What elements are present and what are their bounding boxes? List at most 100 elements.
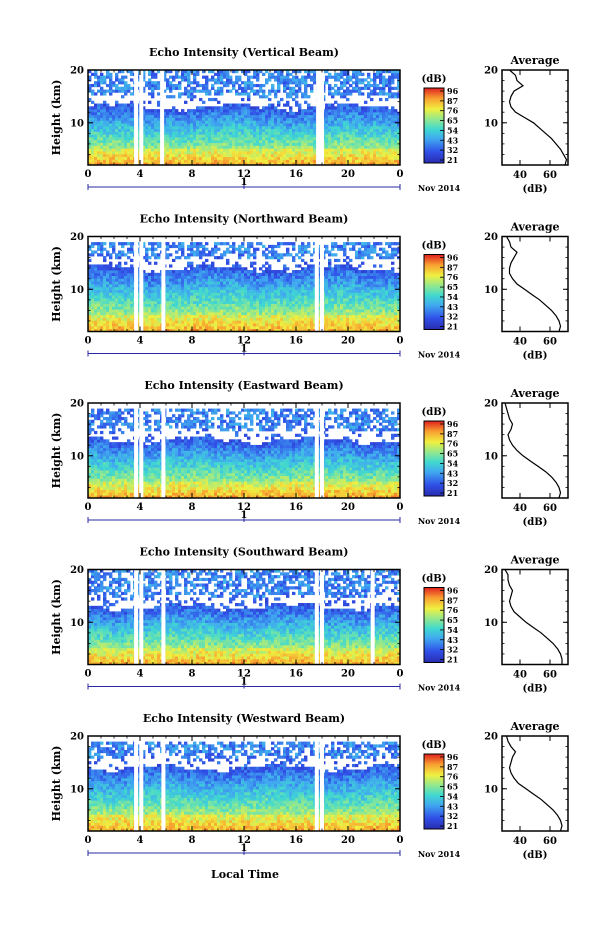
x-tick-label: 0 (85, 669, 92, 680)
x-tick-label: 12 (237, 502, 251, 513)
chart-panel-4: Echo Intensity (Southward Beam) Height (k… (50, 546, 569, 695)
data-gap (134, 569, 139, 665)
average-profile-panel: Average 40 60 20 10 (dB) (484, 554, 569, 695)
date-tick-label: 1 (241, 177, 248, 188)
data-gap (320, 569, 324, 665)
heatmap-cells (88, 403, 401, 499)
profile-y-tick-label: 10 (484, 784, 498, 795)
chart-title: Echo Intensity (Vertical Beam) (149, 46, 339, 59)
colorbar-tick-label: 87 (447, 762, 458, 772)
data-gap (134, 236, 139, 332)
profile-x-tick-label: 40 (513, 836, 527, 847)
profile-frame (501, 235, 569, 333)
data-gap (161, 403, 166, 498)
y-tick-label: 10 (70, 618, 84, 629)
colorbar-tick-label: 96 (447, 586, 459, 596)
heatmap-cells (88, 70, 401, 166)
x-tick-label: 20 (341, 669, 355, 680)
data-gap (139, 70, 144, 165)
x-tick-label: 20 (341, 169, 355, 180)
date-label: Nov 2014 (418, 350, 461, 360)
data-gap (314, 403, 319, 498)
profile-title: Average (509, 387, 559, 400)
y-tick-label: 20 (70, 732, 84, 743)
data-gap (161, 736, 166, 831)
profile-title: Average (509, 554, 559, 567)
colorbar-tick-label: 96 (447, 253, 459, 263)
x-tick-label: 20 (341, 502, 355, 513)
profile-line (504, 402, 562, 499)
heatmap-cells (88, 736, 401, 832)
colorbar-tick-label: 43 (447, 302, 459, 312)
profile-y-tick-label: 10 (484, 285, 498, 296)
y-axis-label: Height (km) (50, 746, 63, 822)
colorbar-tick-label: 21 (447, 655, 458, 665)
colorbar-tick-label: 54 (447, 125, 459, 135)
x-tick-label: 0 (397, 835, 404, 846)
data-gap (134, 70, 139, 165)
colorbar (423, 753, 445, 830)
profile-x-tick-label: 40 (513, 337, 527, 348)
colorbar-tick-label: 87 (447, 96, 458, 106)
x-tick-label: 0 (397, 669, 404, 680)
y-tick-label: 10 (70, 118, 84, 129)
x-tick-label: 16 (289, 835, 303, 846)
colorbar-tick-label: 32 (447, 811, 458, 821)
profile-y-tick-label: 20 (484, 565, 498, 576)
profile-y-tick-label: 10 (484, 451, 498, 462)
colorbar-tick-label: 21 (447, 155, 458, 165)
profile-frame (501, 568, 569, 666)
x-axis-label: Local Time (211, 868, 279, 881)
y-tick-label: 10 (70, 451, 84, 462)
data-gap (314, 569, 319, 665)
colorbar-unit: (dB) (422, 74, 447, 85)
data-gap (160, 70, 165, 165)
profile-x-tick-label: 40 (513, 170, 527, 181)
average-profile-panel: Average 40 60 20 10 (dB) (484, 720, 569, 861)
data-gap (314, 236, 319, 332)
colorbar-tick-label: 32 (447, 312, 458, 322)
x-tick-label: 12 (237, 669, 251, 680)
colorbar-unit: (dB) (422, 740, 447, 751)
colorbar-tick-label: 32 (447, 145, 458, 155)
x-tick-label: 0 (397, 502, 404, 513)
x-tick-label: 0 (85, 502, 92, 513)
x-tick-label: 0 (85, 835, 92, 846)
data-gap (316, 70, 321, 165)
x-tick-label: 4 (137, 336, 144, 347)
colorbar-tick-label: 87 (447, 262, 458, 272)
data-gap (139, 569, 144, 665)
colorbar-tick-label: 32 (447, 478, 458, 488)
colorbar (423, 587, 445, 663)
heatmap-cells (88, 569, 401, 665)
average-profile-panel: Average 40 60 20 10 (dB) (484, 54, 569, 195)
colorbar-tick-label: 54 (447, 625, 459, 635)
heatmap-cells (88, 236, 401, 332)
colorbar-tick-label: 43 (447, 635, 459, 645)
colorbar-tick-label: 65 (447, 116, 458, 126)
x-tick-label: 0 (397, 336, 404, 347)
colorbar (423, 254, 445, 330)
profile-x-axis-label: (dB) (523, 684, 548, 695)
colorbar (423, 420, 445, 497)
x-tick-label: 0 (85, 169, 92, 180)
colorbar-tick-label: 65 (447, 449, 458, 459)
x-tick-label: 16 (289, 336, 303, 347)
profile-title: Average (509, 221, 559, 234)
chart-panel-3: Echo Intensity (Eastward Beam) Height (km… (50, 379, 569, 528)
chart-panel-5: Echo Intensity (Westward Beam) Height (km… (50, 712, 569, 861)
x-tick-label: 4 (137, 669, 144, 680)
x-tick-label: 12 (237, 336, 251, 347)
profile-x-tick-label: 40 (513, 670, 527, 681)
date-label: Nov 2014 (418, 849, 461, 859)
data-gap (320, 403, 324, 498)
colorbar-tick-label: 87 (447, 429, 458, 439)
y-axis-label: Height (km) (50, 246, 63, 322)
colorbar-tick-label: 65 (447, 615, 458, 625)
profile-x-axis-label: (dB) (523, 517, 548, 528)
colorbar-tick-label: 43 (447, 468, 459, 478)
chart-title: Echo Intensity (Southward Beam) (140, 546, 349, 559)
date-tick-label: 1 (241, 510, 248, 521)
